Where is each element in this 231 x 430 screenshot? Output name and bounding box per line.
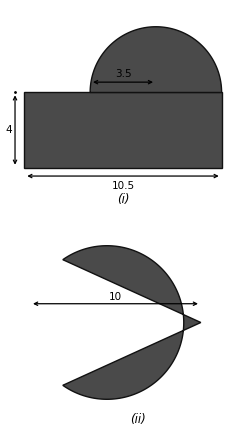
Text: (i): (i) xyxy=(117,193,129,206)
Text: 4: 4 xyxy=(5,125,12,135)
Polygon shape xyxy=(63,246,201,399)
Text: 3.5: 3.5 xyxy=(115,69,131,79)
Text: 10: 10 xyxy=(109,292,122,302)
Text: 10.5: 10.5 xyxy=(111,181,135,191)
Bar xyxy=(24,92,222,168)
Text: (ii): (ii) xyxy=(130,413,146,426)
Polygon shape xyxy=(90,27,222,92)
